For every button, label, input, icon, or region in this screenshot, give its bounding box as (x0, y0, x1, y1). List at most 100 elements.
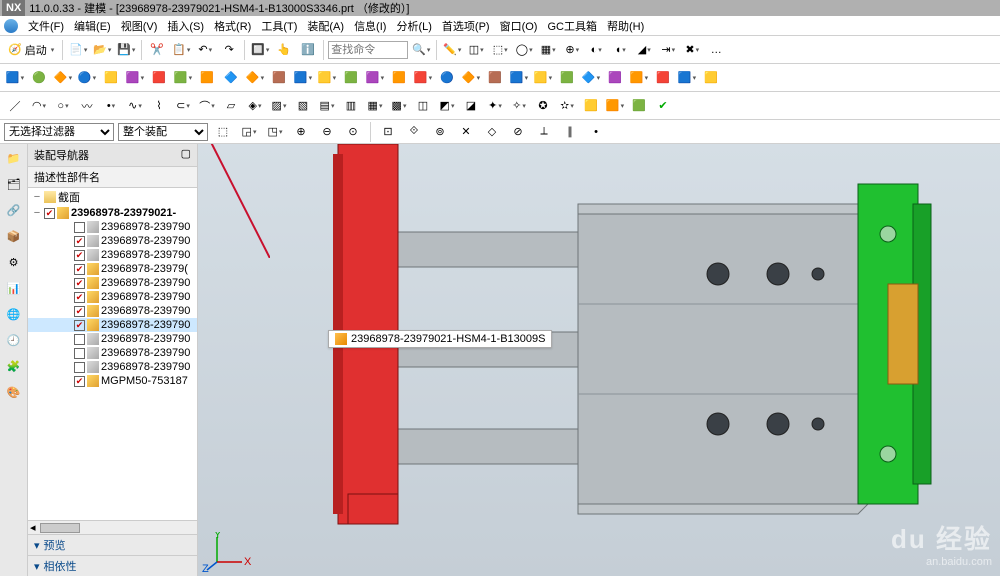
mesh4-button[interactable]: ◩ (436, 95, 458, 117)
menu-window[interactable]: 窗口(O) (496, 16, 542, 36)
checkbox[interactable]: ✔ (74, 292, 85, 303)
surf1-button[interactable]: ▱ (220, 95, 242, 117)
mesh5-button[interactable]: ◪ (460, 95, 482, 117)
undo-button[interactable]: ↶ (194, 39, 216, 61)
menu-gctools[interactable]: GC工具箱 (543, 16, 601, 36)
tree-item[interactable]: ✔23968978-239790 (28, 304, 197, 318)
menu-info[interactable]: 信息(I) (350, 16, 390, 36)
tb2-26[interactable]: 🟪 (604, 67, 626, 89)
hd3d-icon[interactable]: 📊 (4, 278, 24, 298)
checkbox[interactable] (74, 362, 85, 373)
tb2-10[interactable]: 🔷 (220, 67, 242, 89)
tree-item[interactable]: ✔23968978-239790 (28, 318, 197, 332)
dependencies-section[interactable]: ▾ 相依性 (28, 555, 197, 576)
tree-item[interactable]: ✔23968978-239790 (28, 276, 197, 290)
part-navigator-icon[interactable]: 🗂 (4, 174, 24, 194)
mesh1-button[interactable]: ▦ (364, 95, 386, 117)
tb2-28[interactable]: 🟥 (652, 67, 674, 89)
tb2-21[interactable]: 🟫 (484, 67, 506, 89)
launch-button[interactable]: 🧭 启动 (4, 40, 58, 60)
sphere-button[interactable]: 🔵 (76, 67, 98, 89)
sf5[interactable]: ⊖ (316, 121, 338, 143)
browser-icon[interactable]: 🌐 (4, 304, 24, 324)
tb2-24[interactable]: 🟩 (556, 67, 578, 89)
tb2-18[interactable]: 🟥 (412, 67, 434, 89)
surf2-button[interactable]: ◈ (244, 95, 266, 117)
tree-scroll-h[interactable]: ◂ (28, 520, 197, 534)
tree-item[interactable]: ✔23968978-239790 (28, 290, 197, 304)
snap-quad[interactable]: ◇ (481, 121, 503, 143)
chamfer-button[interactable]: ◢ (633, 39, 655, 61)
cmd-search-button[interactable]: 🔍 (410, 39, 432, 61)
menu-edit[interactable]: 编辑(E) (70, 16, 115, 36)
snap-para[interactable]: ∥ (559, 121, 581, 143)
tb2-11[interactable]: 🔶 (244, 67, 266, 89)
datum-plane-button[interactable]: ◫ (465, 39, 487, 61)
checkbox[interactable]: ✔ (74, 320, 85, 331)
tree-root-asm[interactable]: −✔23968978-23979021- (28, 206, 197, 220)
an3-button[interactable]: ✪ (532, 95, 554, 117)
more1-button[interactable]: … (705, 39, 727, 61)
redo-button[interactable]: ↷ (218, 39, 240, 61)
checkbox[interactable]: ✔ (74, 264, 85, 275)
hole-button[interactable]: ◯ (513, 39, 535, 61)
snap-mid[interactable]: ⟐ (403, 121, 425, 143)
panel-close-icon[interactable]: ▢ (181, 147, 191, 163)
extrude-button[interactable]: ⬚ (489, 39, 511, 61)
assembly-tree[interactable]: −截面 −✔23968978-23979021- 23968978-239790… (28, 188, 197, 520)
color-icon[interactable]: 🎨 (4, 382, 24, 402)
view-button[interactable]: 🔲 (249, 39, 271, 61)
surf6-button[interactable]: ▥ (340, 95, 362, 117)
checkbox[interactable] (74, 222, 85, 233)
tb2-22[interactable]: 🟦 (508, 67, 530, 89)
tree-item[interactable]: ✔23968978-239790 (28, 248, 197, 262)
delete-face-button[interactable]: ✖ (681, 39, 703, 61)
tb2-14[interactable]: 🟨 (316, 67, 338, 89)
tb2-7[interactable]: 🟥 (148, 67, 170, 89)
sf1[interactable]: ⬚ (212, 121, 234, 143)
surf3-button[interactable]: ▨ (268, 95, 290, 117)
tree-item[interactable]: ✔MGPM50-753187 (28, 374, 197, 388)
surf5-button[interactable]: ▤ (316, 95, 338, 117)
menu-help[interactable]: 帮助(H) (603, 16, 648, 36)
new-button[interactable]: 📄 (67, 39, 89, 61)
constraint-navigator-icon[interactable]: 🔗 (4, 200, 24, 220)
tb2-13[interactable]: 🟦 (292, 67, 314, 89)
tb2-5[interactable]: 🟨 (100, 67, 122, 89)
history-icon[interactable]: 🕘 (4, 330, 24, 350)
checkbox[interactable]: ✔ (74, 278, 85, 289)
pattern-button[interactable]: ▦ (537, 39, 559, 61)
asm3-button[interactable]: 🟩 (628, 95, 650, 117)
curve3-button[interactable]: ⊂ (172, 95, 194, 117)
open-button[interactable]: 📂 (91, 39, 113, 61)
block-button[interactable]: 🟦 (4, 67, 26, 89)
menu-analysis[interactable]: 分析(L) (392, 16, 435, 36)
snap-end[interactable]: ⊡ (377, 121, 399, 143)
tb2-8[interactable]: 🟩 (172, 67, 194, 89)
snap-pt[interactable]: • (585, 121, 607, 143)
sf6[interactable]: ⊙ (342, 121, 364, 143)
tree-sections[interactable]: −截面 (28, 188, 197, 206)
tb2-30[interactable]: 🟨 (700, 67, 722, 89)
tree-item[interactable]: 23968978-239790 (28, 360, 197, 374)
point-button[interactable]: • (100, 95, 122, 117)
selection-scope-select[interactable]: 整个装配 (118, 123, 208, 141)
machining-icon[interactable]: ⚙ (4, 252, 24, 272)
curve1-button[interactable]: ∿ (124, 95, 146, 117)
an2-button[interactable]: ✧ (508, 95, 530, 117)
cone-button[interactable]: 🔶 (52, 67, 74, 89)
nx-icon[interactable] (4, 19, 18, 33)
tree-item[interactable]: ✔23968978-23979( (28, 262, 197, 276)
save-button[interactable]: 💾 (115, 39, 137, 61)
cut-button[interactable]: ✂️ (146, 39, 168, 61)
surf4-button[interactable]: ▧ (292, 95, 314, 117)
preview-section[interactable]: ▾ 预览 (28, 534, 197, 555)
mesh3-button[interactable]: ◫ (412, 95, 434, 117)
roles-icon[interactable]: 🧩 (4, 356, 24, 376)
circle-button[interactable]: ○ (52, 95, 74, 117)
curve4-button[interactable]: ⌒ (196, 95, 218, 117)
unite-button[interactable]: ⊕ (561, 39, 583, 61)
tb2-9[interactable]: 🟧 (196, 67, 218, 89)
cylinder-button[interactable]: 🟢 (28, 67, 50, 89)
tb2-23[interactable]: 🟨 (532, 67, 554, 89)
